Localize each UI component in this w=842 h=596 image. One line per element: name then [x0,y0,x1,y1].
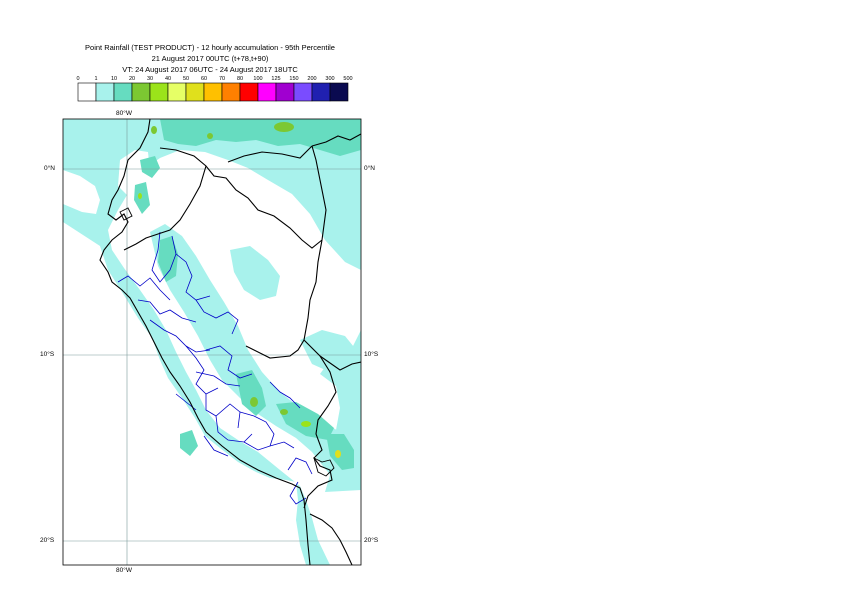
coastline-and-borders [99,119,361,565]
legend-threshold-label: 80 [237,76,243,82]
band-20-30-spot-6 [301,421,311,427]
map-frame [62,118,362,566]
legend-threshold-label: 60 [201,76,207,82]
band-10-20-north-3 [134,182,150,214]
band-10-20-north-2 [140,156,160,178]
band-10-20-andes-1 [158,236,178,282]
band-20-30-spot-7 [138,193,142,199]
moist-band-east [300,330,358,372]
legend-threshold-label: 125 [271,76,280,82]
band-20-30-spot-5 [280,409,288,415]
legend-threshold-label: 100 [253,76,262,82]
band-20-30-spot-1 [274,122,294,132]
legend-threshold-label: 30 [147,76,153,82]
legend-threshold-label: 500 [343,76,352,82]
band-20-30-spot-2 [151,126,157,134]
lat-label-right-0: 0°N [364,165,375,172]
band-10-20-south [180,430,198,456]
moist-band-northeast [230,246,280,300]
legend-threshold-label: 20 [129,76,135,82]
band-50-60-spot-1 [335,450,341,458]
title-line-1: Point Rainfall (TEST PRODUCT) - 12 hourl… [85,43,335,52]
graticule [63,119,361,565]
lon-label-bottom: 80°W [116,567,132,574]
band-20-30-spot-3 [207,133,213,139]
lat-label-left-10: 10°S [40,351,55,358]
lat-label-left-20: 20°S [40,537,55,544]
band-10-20-andes-2 [236,370,266,416]
title-line-2: 21 August 2017 00UTC (t+78,t+90) [151,54,269,63]
legend-threshold-label: 1 [94,76,97,82]
lat-label-left-0: 0°N [44,165,55,172]
dry-area-west-coast [63,170,100,214]
band-20-30-spot-4 [250,397,258,407]
legend-threshold-label: 40 [165,76,171,82]
color-legend: 0 1 10 20 30 40 50 60 70 80 100 125 150 200 300 500 [76,76,353,102]
legend-threshold-label: 300 [325,76,334,82]
legend-threshold-label: 10 [111,76,117,82]
title-line-3: VT: 24 August 2017 06UTC - 24 August 201… [122,65,298,74]
admin-boundaries [117,231,313,505]
lat-label-right-10: 10°S [364,351,379,358]
legend-threshold-label: 0 [76,76,79,82]
legend-threshold-label: 50 [183,76,189,82]
lon-label-top: 80°W [116,110,132,117]
legend-threshold-label: 70 [219,76,225,82]
band-10-20-andes-3 [276,402,334,440]
legend-threshold-label: 200 [307,76,316,82]
dry-area-coastal-south [63,222,306,565]
legend-threshold-label: 150 [289,76,298,82]
lat-label-right-20: 20°S [364,537,379,544]
legend-swatch-14 [329,82,349,102]
